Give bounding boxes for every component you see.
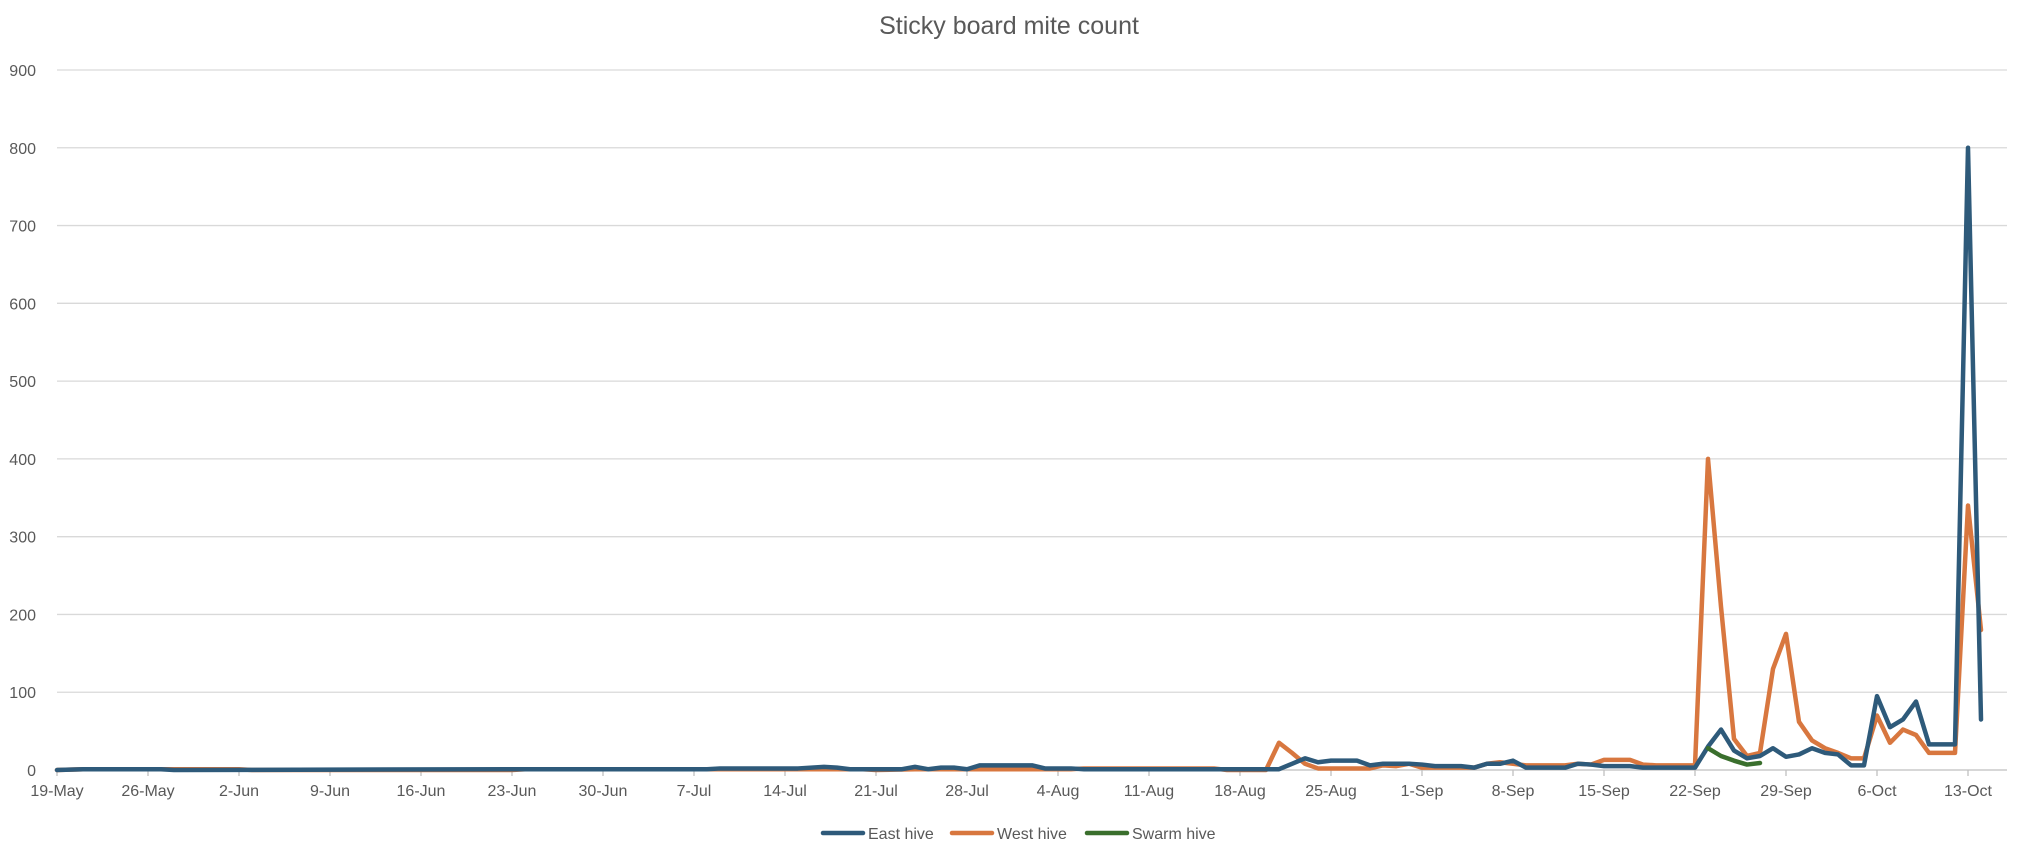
x-tick-label: 1-Sep xyxy=(1401,783,1444,800)
x-tick-label: 8-Sep xyxy=(1492,783,1535,800)
y-tick-label: 0 xyxy=(27,763,36,780)
x-tick-label: 22-Sep xyxy=(1669,783,1721,800)
x-tick-label: 14-Jul xyxy=(763,783,807,800)
chart-title: Sticky board mite count xyxy=(879,12,1139,40)
y-tick-label: 500 xyxy=(9,374,36,391)
y-tick-label: 300 xyxy=(9,530,36,547)
series-line-swarm-hive xyxy=(1705,745,1763,767)
legend-label: West hive xyxy=(997,826,1067,843)
x-tick-label: 29-Sep xyxy=(1760,783,1812,800)
legend: East hive West hive Swarm hive xyxy=(820,826,1216,843)
x-tick-label: 11-Aug xyxy=(1124,783,1174,800)
x-tick-label: 28-Jul xyxy=(945,783,989,800)
x-tick-label: 4-Aug xyxy=(1037,783,1080,800)
gridlines xyxy=(57,69,2007,693)
x-tick-label: 7-Jul xyxy=(677,783,712,800)
x-tick-label: 30-Jun xyxy=(579,783,628,800)
x-tick-label: 15-Sep xyxy=(1578,783,1630,800)
y-tick-label: 800 xyxy=(9,141,36,158)
legend-label: Swarm hive xyxy=(1132,826,1216,843)
x-tick-label: 26-May xyxy=(121,783,174,800)
y-tick-label: 400 xyxy=(9,452,36,469)
x-tick-label: 21-Jul xyxy=(854,783,898,800)
y-tick-label: 900 xyxy=(9,63,36,80)
y-tick-label: 200 xyxy=(9,607,36,624)
x-tick-label: 6-Oct xyxy=(1857,783,1897,800)
x-tick-label: 2-Jun xyxy=(219,783,259,800)
y-tick-label: 700 xyxy=(9,219,36,236)
x-tick-label: 19-May xyxy=(30,783,83,800)
x-tick-label: 13-Oct xyxy=(1944,783,1993,800)
x-tick-label: 25-Aug xyxy=(1305,783,1357,800)
x-tick-label: 18-Aug xyxy=(1214,783,1266,800)
series-line-east-hive xyxy=(54,145,1984,773)
series-lines xyxy=(54,145,1984,773)
y-axis-tick-labels: 0 100 200 300 400 500 600 700 800 900 xyxy=(9,63,36,780)
y-tick-label: 600 xyxy=(9,296,36,313)
x-axis-tick-labels: 19-May 26-May 2-Jun 9-Jun 16-Jun 23-Jun 30-Jun… xyxy=(30,783,1992,800)
legend-label: East hive xyxy=(868,826,934,843)
x-tick-label: 23-Jun xyxy=(488,783,537,800)
y-tick-label: 100 xyxy=(9,685,36,702)
x-tick-label: 16-Jun xyxy=(397,783,446,800)
x-tick-label: 9-Jun xyxy=(310,783,350,800)
